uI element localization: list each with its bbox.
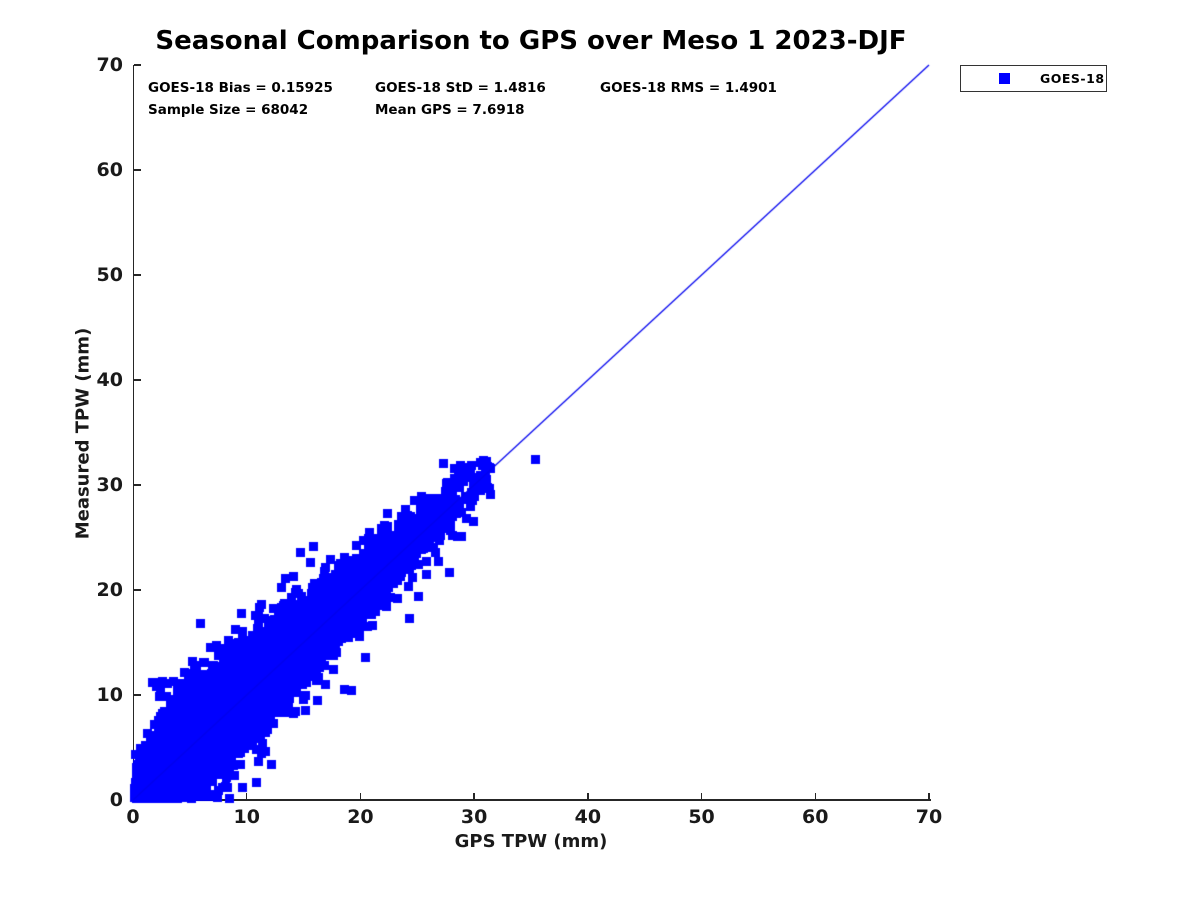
legend-marker-square [999,73,1010,84]
y-tick-label-30: 30 [96,474,123,496]
x-tick-label-60: 60 [802,806,829,828]
legend: GOES-18 [960,65,1107,92]
x-axis-label: GPS TPW (mm) [454,831,608,852]
x-tick-label-0: 0 [126,806,140,828]
y-tick-label-40: 40 [96,369,123,391]
y-tick-label-60: 60 [96,159,123,181]
x-tick-label-20: 20 [347,806,374,828]
y-tick-label-70: 70 [96,54,123,76]
y-tick-label-20: 20 [96,579,123,601]
chart-title: Seasonal Comparison to GPS over Meso 1 2… [155,26,907,56]
y-tick-label-50: 50 [96,264,123,286]
legend-label: GOES-18 [1040,71,1105,86]
y-tick-label-0: 0 [109,789,123,811]
scatter-plot-canvas [127,59,935,806]
x-tick-label-30: 30 [460,806,488,828]
x-tick-label-40: 40 [574,806,602,828]
x-tick-label-50: 50 [688,806,715,828]
x-tick-label-10: 10 [233,806,260,828]
x-tick-label-70: 70 [915,806,943,828]
y-axis-label: Measured TPW (mm) [72,327,94,540]
y-tick-label-10: 10 [96,684,123,706]
